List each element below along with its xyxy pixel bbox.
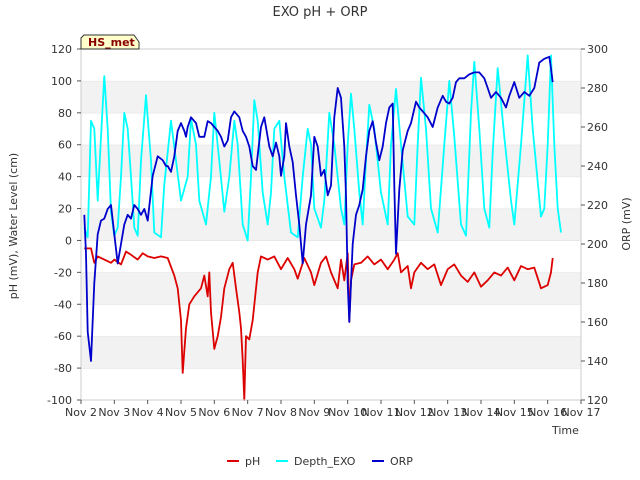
left-tick-label: 20 <box>58 203 72 216</box>
x-tick-label: Nov 10 <box>328 406 367 419</box>
plot-band <box>81 208 581 241</box>
x-tick-label: Nov 2 <box>65 406 97 419</box>
x-tick-label: Nov 14 <box>462 406 501 419</box>
left-tick-label: 100 <box>51 75 72 88</box>
x-tick-label: Nov 8 <box>265 406 297 419</box>
plot-band <box>81 368 581 400</box>
x-axis-label: Time <box>551 424 579 437</box>
x-tick-label: Nov 17 <box>562 406 601 419</box>
left-tick-label: 0 <box>65 234 72 247</box>
plot-band <box>81 272 581 305</box>
right-tick-label: 220 <box>587 199 608 212</box>
left-tick-label: -100 <box>47 394 72 407</box>
legend-label: pH <box>245 455 260 468</box>
left-tick-label: -20 <box>54 266 72 279</box>
x-tick-label: Nov 16 <box>528 406 567 419</box>
x-tick-label: Nov 9 <box>298 406 330 419</box>
right-tick-label: 300 <box>587 43 608 56</box>
plot-bands <box>81 48 581 400</box>
plot-band <box>81 304 581 337</box>
series-line-orp <box>83 55 554 362</box>
left-axis: -100 -80 -60 -40 -20 0 20 40 60 80 100 120 <box>47 43 81 407</box>
left-tick-label: -60 <box>54 330 72 343</box>
plot-band <box>81 80 581 113</box>
plot-band <box>81 49 581 81</box>
left-tick-label: -40 <box>54 298 72 311</box>
right-tick-label: 280 <box>587 82 608 95</box>
plot-band <box>81 240 581 273</box>
left-tick-label: 40 <box>58 171 72 184</box>
legend: pH Depth_EXO ORP <box>227 455 413 468</box>
legend-label: Depth_EXO <box>294 455 356 468</box>
left-tick-label: -80 <box>54 362 72 375</box>
chart-title: EXO pH + ORP <box>273 5 368 20</box>
station-badge-label: HS_met <box>88 36 135 49</box>
right-tick-label: 160 <box>587 316 608 329</box>
x-tick-label: Nov 15 <box>495 406 534 419</box>
x-tick-label: Nov 5 <box>165 406 197 419</box>
x-tick-label: Nov 13 <box>428 406 467 419</box>
right-tick-label: 140 <box>587 355 608 368</box>
right-tick-label: 180 <box>587 277 608 290</box>
x-tick-label: Nov 11 <box>362 406 401 419</box>
station-badge: HS_met <box>80 34 140 50</box>
x-axis: Nov 2 Nov 3 Nov 4 Nov 5 Nov 6 Nov 7 Nov 8 Nov 9… <box>65 400 600 419</box>
left-axis-label: pH (mV), Water Level (cm) <box>7 153 20 299</box>
series-layer <box>83 54 562 401</box>
right-axis: 120 140 160 180 200 220 240 260 280 300 <box>581 43 608 407</box>
left-tick-label: 80 <box>58 107 72 120</box>
series-line-depth-exo <box>83 54 562 242</box>
right-axis-label: ORP (mV) <box>620 197 633 250</box>
right-tick-label: 200 <box>587 238 608 251</box>
x-tick-label: Nov 7 <box>232 406 264 419</box>
left-tick-label: 120 <box>51 43 72 56</box>
station-badge-box <box>80 34 140 50</box>
x-tick-label: Nov 3 <box>98 406 130 419</box>
series-line-ph <box>84 247 554 401</box>
x-tick-label: Nov 4 <box>132 406 164 419</box>
plot-frame <box>80 48 582 401</box>
x-tick-label: Nov 12 <box>395 406 434 419</box>
x-tick-label: Nov 6 <box>198 406 230 419</box>
left-tick-label: 60 <box>58 139 72 152</box>
right-tick-label: 260 <box>587 121 608 134</box>
legend-label: ORP <box>390 455 413 468</box>
right-tick-label: 240 <box>587 160 608 173</box>
right-tick-label: 120 <box>587 394 608 407</box>
plot-band <box>81 336 581 369</box>
